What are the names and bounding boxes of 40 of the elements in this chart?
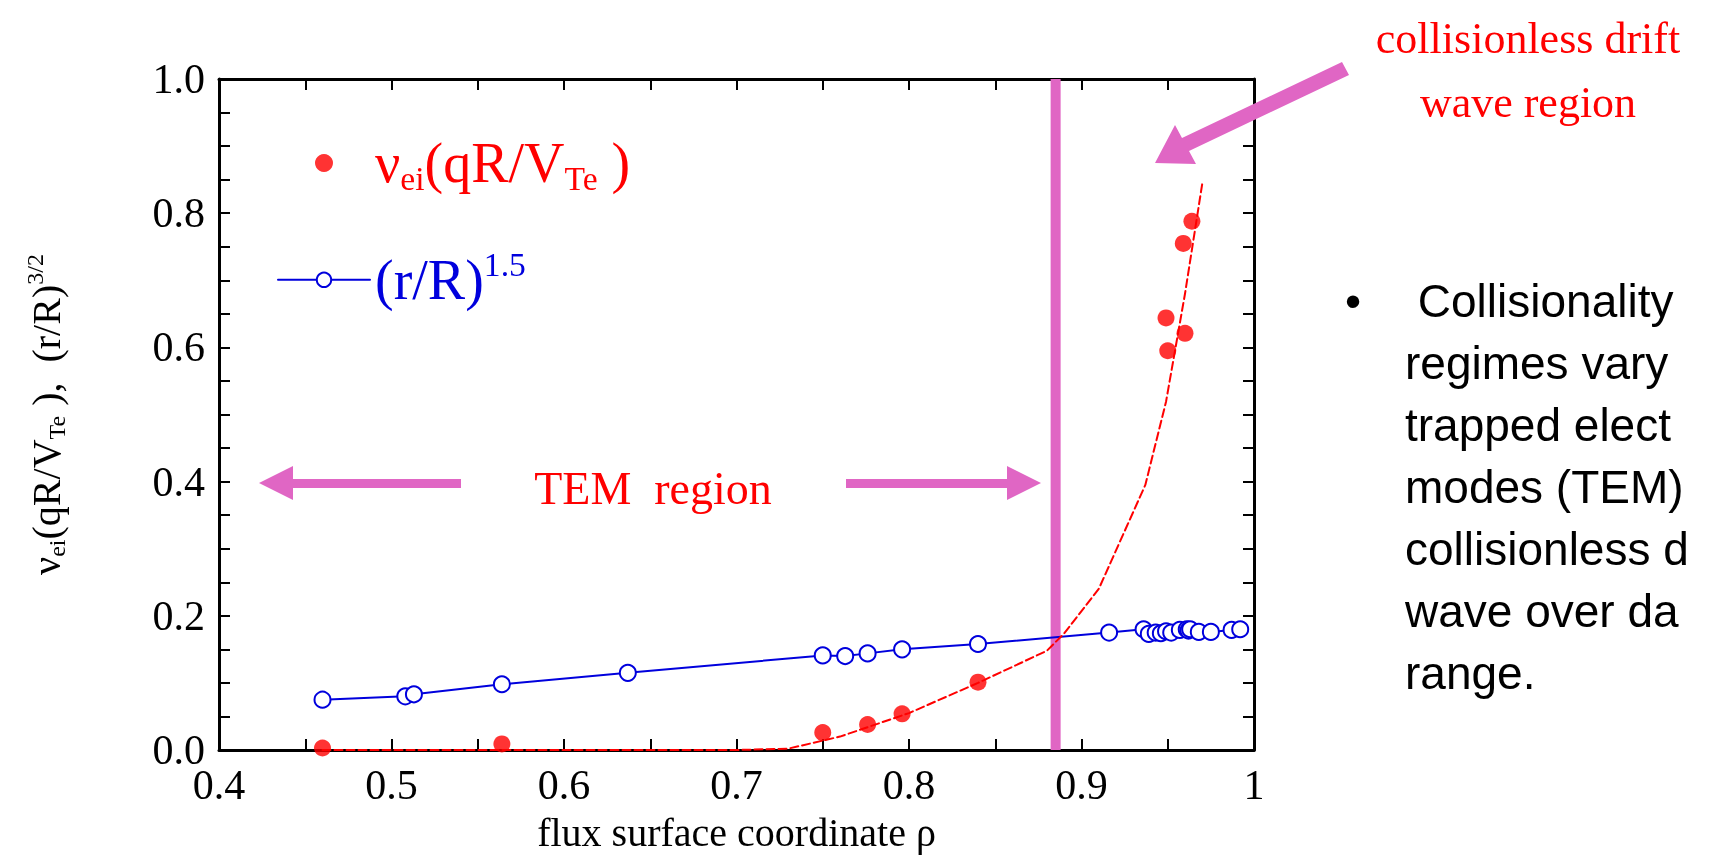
x-tick-label: 0.8 bbox=[882, 762, 936, 808]
point bbox=[893, 640, 912, 659]
y-axis-title: νei(qR/VTe ), (r/R)3/2 bbox=[22, 254, 70, 575]
point bbox=[1183, 212, 1201, 230]
y-tick-label: 0.4 bbox=[152, 458, 205, 505]
x-tick-label: 0.5 bbox=[365, 762, 418, 808]
point bbox=[1174, 234, 1192, 252]
point bbox=[969, 673, 987, 691]
point bbox=[1176, 324, 1194, 342]
point bbox=[313, 690, 332, 709]
text: collisionless drift wave region bbox=[1375, 13, 1681, 127]
x-tick-label: 0.9 bbox=[1055, 762, 1108, 808]
point bbox=[859, 716, 877, 733]
point bbox=[836, 647, 855, 666]
point bbox=[618, 663, 637, 682]
x-tick-label: 1 bbox=[1243, 762, 1265, 808]
annotation: TEM region bbox=[534, 462, 772, 514]
point bbox=[1231, 620, 1250, 639]
x-tick-label: 0.6 bbox=[537, 762, 591, 808]
point bbox=[814, 724, 832, 742]
point bbox=[314, 739, 331, 757]
y-tick-label: 0.8 bbox=[152, 190, 205, 237]
y-tick-label: 1.0 bbox=[152, 56, 205, 102]
point bbox=[1159, 342, 1177, 360]
point bbox=[893, 705, 911, 723]
text: Collisionality regimes vary trapped elect modes (TEM) collisionless d wave over da range. bbox=[1404, 275, 1689, 699]
point bbox=[404, 685, 423, 704]
y-tick-label: 0.2 bbox=[152, 592, 205, 639]
point bbox=[813, 646, 832, 665]
point bbox=[1100, 623, 1119, 642]
point bbox=[1201, 622, 1220, 641]
point bbox=[1157, 309, 1175, 327]
point bbox=[858, 644, 877, 663]
point bbox=[969, 634, 987, 653]
point bbox=[493, 735, 511, 753]
y-tick-label: 0.6 bbox=[152, 324, 205, 371]
x-tick-label: 0.7 bbox=[710, 762, 763, 808]
x-axis-title: flux surface coordinate ρ bbox=[537, 809, 936, 855]
text: • bbox=[1344, 275, 1362, 327]
point bbox=[492, 675, 511, 694]
